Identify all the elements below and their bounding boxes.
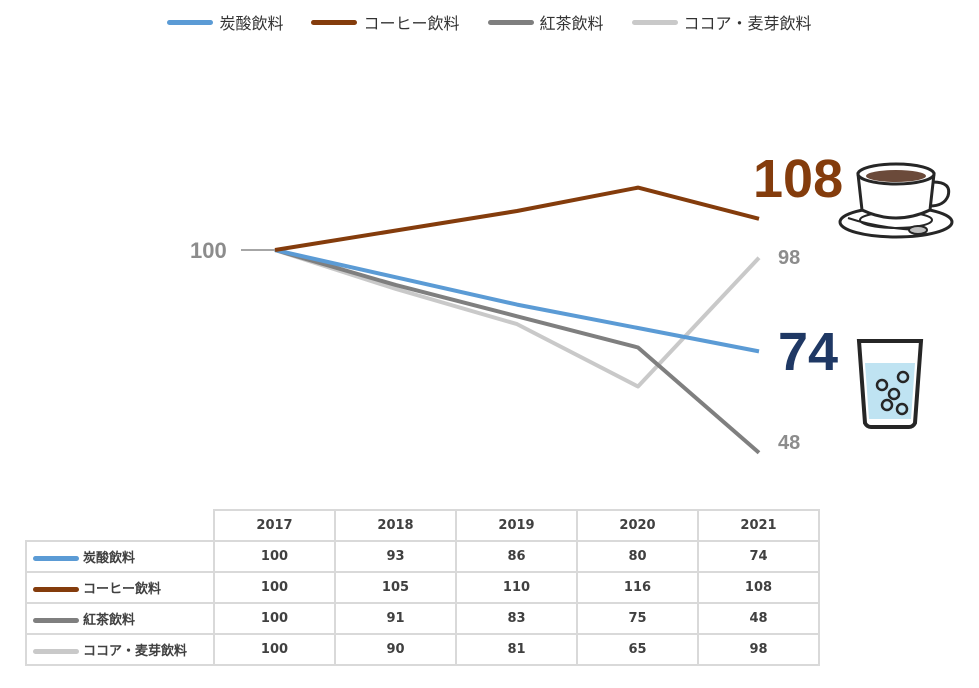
coffee-end-label: 108 <box>753 149 844 209</box>
table-cell: 93 <box>334 540 457 573</box>
table-cell: 81 <box>455 633 578 666</box>
start-value-label: 100 <box>190 238 227 263</box>
table-swatch-soda <box>33 556 79 561</box>
legend-item-tea: 紅茶飲料 <box>487 10 604 34</box>
table-row-name-coffee: コーヒー飲料 <box>83 582 162 597</box>
table-cell: 65 <box>576 633 699 666</box>
table-row-soda: 炭酸飲料 100 93 86 80 74 <box>25 540 820 573</box>
coffee-cup-icon <box>838 162 954 239</box>
series-line-soda <box>274 248 760 354</box>
table-cell: 110 <box>455 571 578 604</box>
table-row-label-soda: 炭酸飲料 <box>25 540 215 573</box>
table-row-label-cocoa: ココア・麦芽飲料 <box>25 633 215 666</box>
table-cell: 80 <box>576 540 699 573</box>
legend-swatch-cocoa <box>631 19 678 25</box>
table-cell: 91 <box>334 602 457 635</box>
table-cell: 98 <box>697 633 820 666</box>
table-row-name-cocoa: ココア・麦芽飲料 <box>83 644 188 659</box>
table-cell: 74 <box>697 540 820 573</box>
legend-item-soda: 炭酸飲料 <box>167 10 283 34</box>
table-cell: 90 <box>334 633 457 666</box>
legend-swatch-tea <box>487 19 534 25</box>
table-cell: 100 <box>213 571 336 604</box>
table-swatch-tea <box>33 618 79 623</box>
legend-label-tea: 紅茶飲料 <box>539 14 604 33</box>
table-row-name-tea: 紅茶飲料 <box>83 613 136 628</box>
table-row-label-coffee: コーヒー飲料 <box>25 571 215 604</box>
table-year-2017: 2017 <box>213 509 336 542</box>
table-cell: 100 <box>213 602 336 635</box>
table-cell: 48 <box>697 602 820 635</box>
table-year-2021: 2021 <box>697 509 820 542</box>
table-cell: 83 <box>455 602 578 635</box>
legend: 炭酸飲料 コーヒー飲料 紅茶飲料 ココア・麦芽飲料 <box>0 10 979 34</box>
legend-item-coffee: コーヒー飲料 <box>311 10 460 34</box>
legend-item-cocoa: ココア・麦芽飲料 <box>631 10 812 34</box>
table-row-label-tea: 紅茶飲料 <box>25 602 215 635</box>
table-cell: 75 <box>576 602 699 635</box>
table-cell: 108 <box>697 571 820 604</box>
table-swatch-coffee <box>33 587 79 592</box>
legend-swatch-coffee <box>311 19 358 25</box>
table-swatch-cocoa <box>33 649 79 654</box>
legend-label-cocoa: ココア・麦芽飲料 <box>683 14 812 33</box>
data-table: 2017 2018 2019 2020 2021 炭酸飲料 100 93 86 … <box>25 509 820 666</box>
cocoa-end-label: 98 <box>778 247 801 269</box>
table-row-tea: 紅茶飲料 100 91 83 75 48 <box>25 602 820 635</box>
legend-label-coffee: コーヒー飲料 <box>363 14 460 33</box>
table-cell: 100 <box>213 633 336 666</box>
table-year-2018: 2018 <box>334 509 457 542</box>
line-chart <box>241 162 954 455</box>
table-corner-cell <box>26 510 214 541</box>
tea-end-label: 48 <box>778 432 801 454</box>
table-cell: 100 <box>213 540 336 573</box>
table-year-2020: 2020 <box>576 509 699 542</box>
table-header-row: 2017 2018 2019 2020 2021 <box>26 509 820 542</box>
series-line-coffee <box>274 185 760 252</box>
table-row-coffee: コーヒー飲料 100 105 110 116 108 <box>25 571 820 604</box>
series-line-cocoa <box>274 248 761 389</box>
table-year-2019: 2019 <box>455 509 578 542</box>
table-cell: 116 <box>576 571 699 604</box>
table-cell: 86 <box>455 540 578 573</box>
table-row-name-soda: 炭酸飲料 <box>83 551 136 566</box>
legend-swatch-soda <box>167 19 214 25</box>
table-row-cocoa: ココア・麦芽飲料 100 90 81 65 98 <box>25 633 820 666</box>
water-glass-icon <box>856 339 924 429</box>
series-line-tea <box>274 248 761 455</box>
table-cell: 105 <box>334 571 457 604</box>
legend-label-soda: 炭酸飲料 <box>219 14 284 33</box>
soda-end-label: 74 <box>778 322 839 382</box>
series-layer <box>274 185 761 455</box>
